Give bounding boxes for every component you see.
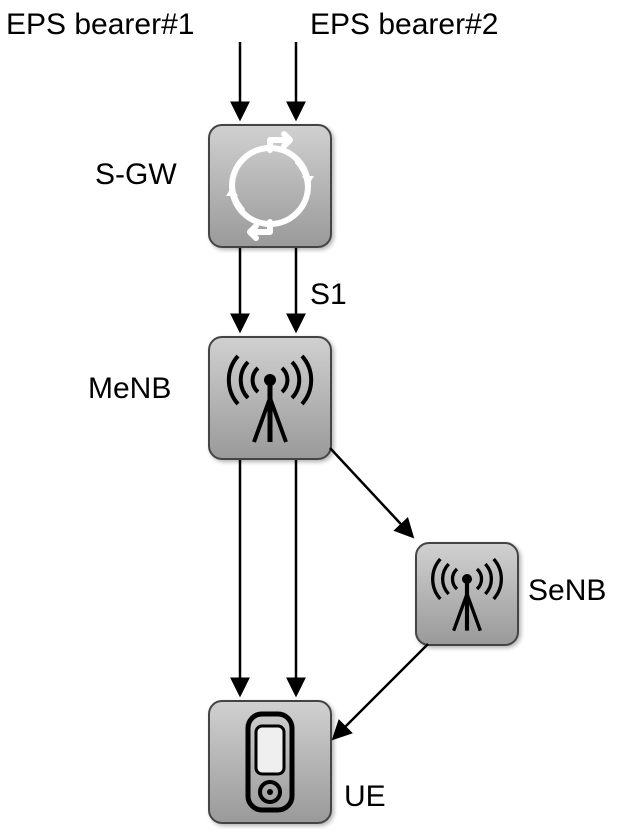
antenna-icon bbox=[417, 544, 517, 644]
bearer2-label: EPS bearer#2 bbox=[310, 8, 498, 42]
antenna-icon bbox=[210, 338, 330, 458]
edge-menb-senb bbox=[330, 448, 412, 536]
ue-label: UE bbox=[344, 780, 386, 814]
edge-senb-ue bbox=[334, 644, 428, 738]
sgw-node bbox=[208, 124, 332, 248]
menb-node bbox=[208, 336, 332, 460]
diagram-canvas: EPS bearer#1 EPS bearer#2 S1 S-GW bbox=[0, 0, 624, 840]
phone-icon bbox=[210, 702, 330, 822]
s1-label: S1 bbox=[310, 278, 347, 312]
senb-label: SeNB bbox=[528, 574, 606, 608]
senb-node bbox=[415, 542, 519, 646]
menb-label: MeNB bbox=[88, 372, 171, 406]
sgw-label: S-GW bbox=[95, 158, 177, 192]
ue-node bbox=[208, 700, 332, 824]
gateway-icon bbox=[210, 126, 330, 246]
bearer1-label: EPS bearer#1 bbox=[6, 8, 194, 42]
